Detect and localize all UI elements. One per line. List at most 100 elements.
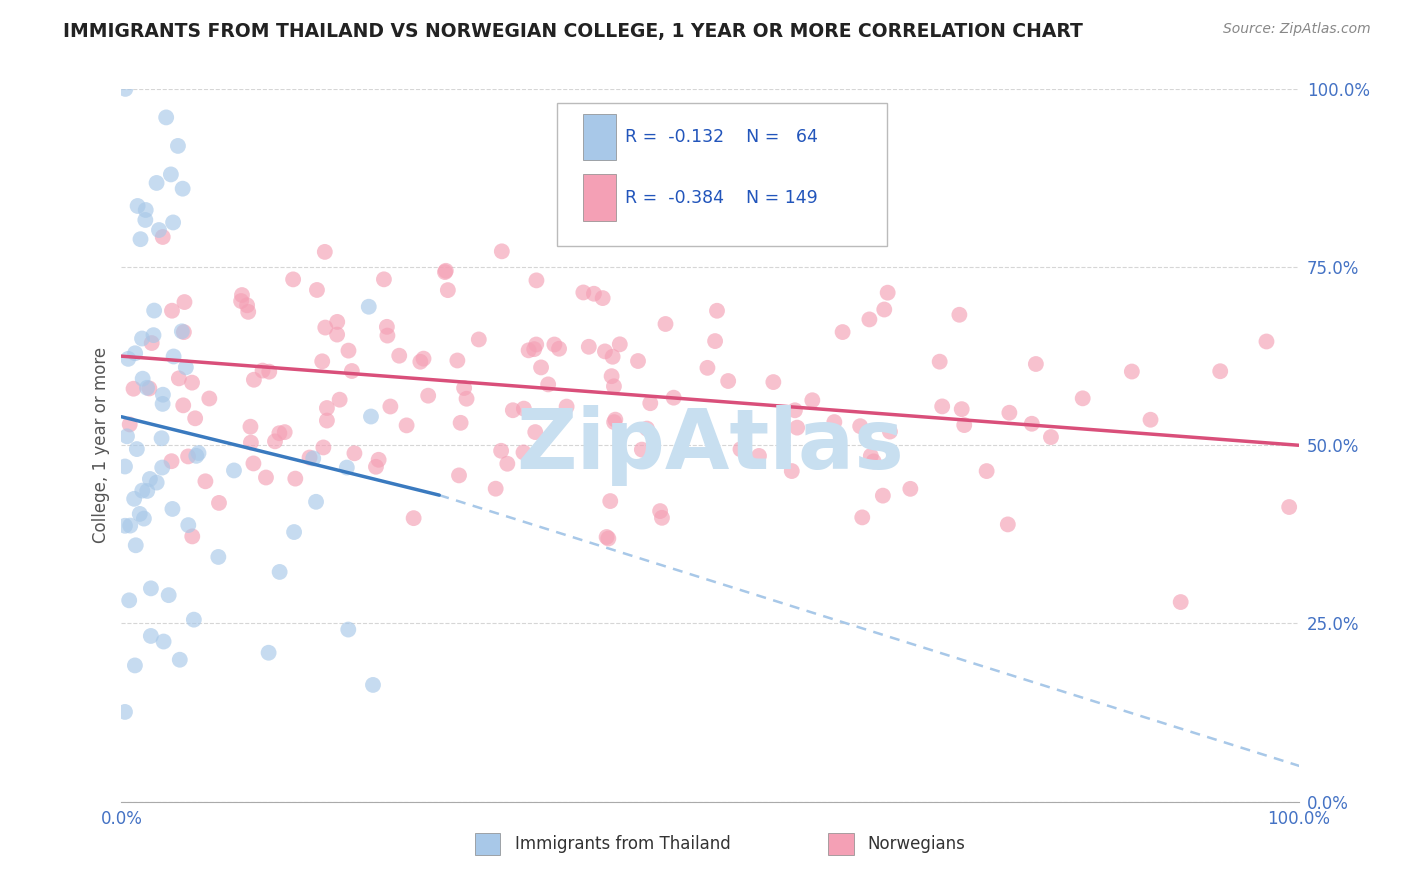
Point [706,303,728,318]
Point [181,529,204,543]
Point [117,351,139,366]
Point [141,336,163,351]
Point [162,350,184,364]
Point [898,482,921,496]
Point [780,464,803,478]
Point [114,82,136,96]
Point [131,372,153,386]
Point [380,400,402,414]
Bar [583,114,616,161]
Point [298,450,321,465]
Point [115,429,138,443]
Point [125,442,148,456]
Point [524,337,547,351]
Point [337,343,360,358]
Point [388,349,411,363]
Point [783,403,806,417]
Point [167,371,190,385]
Point [858,312,880,326]
Point [953,418,976,433]
Point [125,538,148,552]
Point [150,460,173,475]
Point [181,376,204,390]
Point [651,511,673,525]
Point [1025,357,1047,371]
Point [409,355,432,369]
Point [314,320,336,334]
Point [1256,334,1278,349]
Point [316,413,339,427]
Point [336,460,359,475]
Point [931,400,953,414]
Point [326,315,349,329]
Point [207,549,229,564]
Point [143,303,166,318]
Point [283,524,305,539]
Point [242,457,264,471]
Point [599,494,621,508]
Point [340,364,363,378]
Point [696,360,718,375]
Point [654,317,676,331]
Point [801,393,824,408]
Point [236,298,259,312]
Point [748,449,770,463]
Text: ZipAtlas: ZipAtlas [516,405,904,486]
Point [337,623,360,637]
Point [447,468,470,483]
Point [950,402,973,417]
Point [302,451,325,466]
Point [517,343,540,358]
Point [434,264,457,278]
Point [367,452,389,467]
Point [194,475,217,489]
Point [357,300,380,314]
Text: Norwegians: Norwegians [868,835,966,853]
Point [831,325,853,339]
Point [862,454,884,468]
Point [114,459,136,474]
Point [602,350,624,364]
Point [239,435,262,450]
Text: Source: ZipAtlas.com: Source: ZipAtlas.com [1223,22,1371,37]
Point [122,491,145,506]
Point [437,283,460,297]
Point [314,244,336,259]
Point [512,445,534,459]
Point [412,351,434,366]
Point [433,265,456,279]
Bar [828,833,853,855]
Bar [475,833,501,855]
Point [118,593,141,607]
Point [167,139,190,153]
Point [172,398,194,412]
Point [177,518,200,533]
Point [502,403,524,417]
Point [169,653,191,667]
Point [530,360,553,375]
Point [231,288,253,302]
Point [1170,595,1192,609]
Point [526,273,548,287]
Point [600,369,623,384]
Point [124,346,146,360]
Point [229,293,252,308]
Point [638,396,661,410]
Point [603,379,626,393]
Y-axis label: College, 1 year or more: College, 1 year or more [93,347,110,543]
Point [418,389,440,403]
Point [152,397,174,411]
Point [238,305,260,319]
Point [998,406,1021,420]
Point [132,511,155,525]
Point [174,360,197,375]
Point [134,213,156,227]
Point [264,434,287,449]
Point [162,502,184,516]
Point [128,507,150,521]
Point [329,392,352,407]
Point [375,319,398,334]
Point [1021,417,1043,431]
Point [122,382,145,396]
Point [152,230,174,244]
